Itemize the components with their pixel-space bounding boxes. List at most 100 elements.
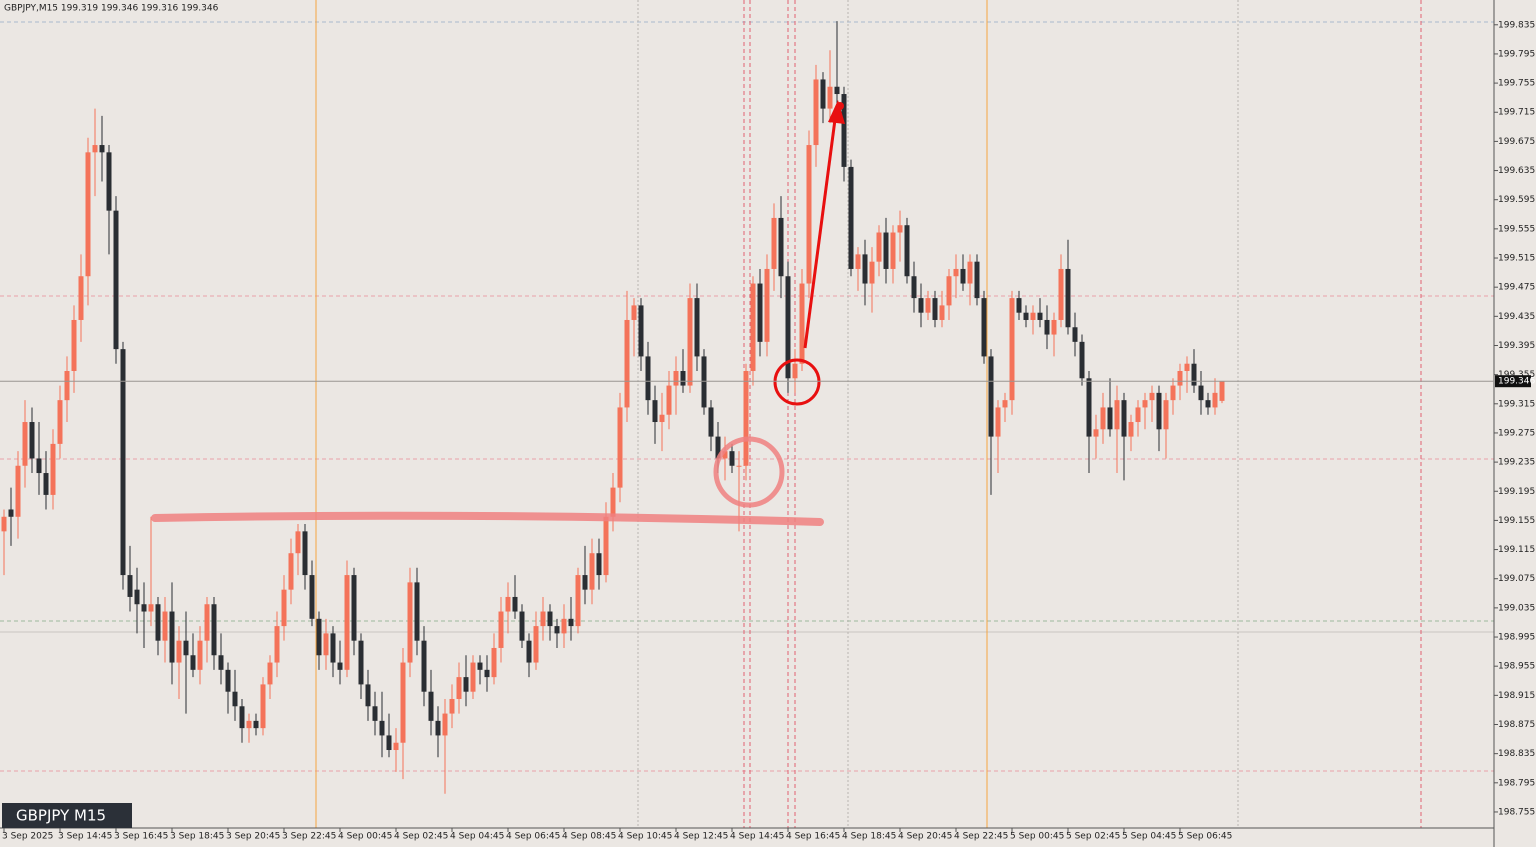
candle-body xyxy=(1170,385,1176,401)
candle-body xyxy=(148,604,154,612)
candle-body xyxy=(267,662,273,685)
candle-body xyxy=(316,618,322,656)
candle-body xyxy=(743,370,749,466)
candle-body xyxy=(827,86,833,109)
candle-body xyxy=(274,626,280,663)
candle-body xyxy=(323,633,329,656)
y-tick-label: 199.155 xyxy=(1498,516,1535,526)
candle-body xyxy=(904,225,910,277)
candle-body xyxy=(1135,407,1141,423)
candle-body xyxy=(1114,400,1120,430)
candle-body xyxy=(43,473,49,495)
x-tick-label: 4 Sep 16:45 xyxy=(786,832,840,842)
candle-body xyxy=(603,516,609,576)
candle-body xyxy=(190,655,196,670)
candle-body xyxy=(176,640,182,663)
y-tick-label: 199.315 xyxy=(1498,399,1535,409)
chart-title: GBPJPY,M15 199.319 199.346 199.316 199.3… xyxy=(4,4,219,14)
candle-body xyxy=(71,319,77,371)
candle-body xyxy=(673,370,679,386)
candle-body xyxy=(953,268,959,277)
y-tick-label: 199.195 xyxy=(1498,487,1535,497)
candle-body xyxy=(750,283,756,371)
candle-body xyxy=(995,407,1001,437)
x-tick-label: 5 Sep 02:45 xyxy=(1066,832,1120,842)
x-tick-label: 5 Sep 06:45 xyxy=(1178,832,1232,842)
candle-body xyxy=(358,640,364,685)
candle-body xyxy=(897,225,903,233)
candle-body xyxy=(29,422,35,459)
x-tick-label: 4 Sep 08:45 xyxy=(562,832,616,842)
candle-body xyxy=(617,407,623,488)
candle-body xyxy=(484,669,490,678)
candle-body xyxy=(1142,400,1148,408)
candle-body xyxy=(1002,400,1008,408)
x-tick-label: 3 Sep 20:45 xyxy=(226,832,280,842)
candle-body xyxy=(351,575,357,641)
candle-body xyxy=(78,276,84,320)
candle-body xyxy=(379,720,385,736)
candle-body xyxy=(554,626,560,634)
candle-body xyxy=(974,261,980,299)
symbol-label: GBPJPY M15 xyxy=(16,807,106,825)
y-tick-label: 199.595 xyxy=(1498,195,1535,205)
candle-body xyxy=(869,261,875,284)
y-tick-label: 199.715 xyxy=(1498,108,1535,118)
candle-body xyxy=(449,698,455,714)
y-tick-label: 198.955 xyxy=(1498,662,1535,672)
candle-body xyxy=(8,509,14,517)
candle-body xyxy=(134,589,140,605)
y-tick-label: 198.915 xyxy=(1498,691,1535,701)
candle-body xyxy=(1184,363,1190,371)
candle-body xyxy=(106,152,112,211)
candle-body xyxy=(225,669,231,692)
candle-body xyxy=(120,349,126,576)
candle-body xyxy=(218,655,224,670)
symbol-box xyxy=(2,803,132,828)
candle-body xyxy=(1,516,7,532)
candle-body xyxy=(708,407,714,437)
last-price-box xyxy=(1495,375,1531,388)
candle-body xyxy=(1128,422,1134,437)
candle-body xyxy=(792,363,798,379)
candle-body xyxy=(57,400,63,444)
candle-body xyxy=(785,276,791,379)
candle-body xyxy=(183,640,189,656)
candle-body xyxy=(533,626,539,663)
candle-body xyxy=(806,145,812,284)
candle-body xyxy=(386,735,392,751)
y-tick-label: 199.795 xyxy=(1498,49,1535,59)
candle-body xyxy=(1037,312,1043,320)
candle-body xyxy=(197,640,203,670)
y-tick-label: 199.515 xyxy=(1498,254,1535,264)
y-tick-label: 199.635 xyxy=(1498,166,1535,176)
candle-body xyxy=(414,582,420,641)
candle-body xyxy=(1093,429,1099,437)
candle-body xyxy=(778,217,784,277)
candle-body xyxy=(722,451,728,459)
candle-body xyxy=(1163,400,1169,430)
candle-body xyxy=(1149,392,1155,401)
candle-body xyxy=(960,268,966,284)
x-tick-label: 4 Sep 10:45 xyxy=(618,832,672,842)
candle-body xyxy=(988,356,994,437)
x-tick-label: 5 Sep 04:45 xyxy=(1122,832,1176,842)
x-tick-label: 3 Sep 16:45 xyxy=(114,832,168,842)
candle-body xyxy=(1009,298,1015,401)
candle-body xyxy=(547,611,553,627)
candle-body xyxy=(288,553,294,590)
candle-body xyxy=(232,691,238,707)
candle-body xyxy=(764,268,770,342)
candle-body xyxy=(624,319,630,408)
candle-body xyxy=(239,706,245,729)
y-tick-label: 199.355 xyxy=(1498,370,1535,380)
candle-body xyxy=(1023,312,1029,320)
candle-body xyxy=(428,691,434,721)
y-tick-label: 199.035 xyxy=(1498,603,1535,613)
candle-body xyxy=(652,400,658,423)
candle-body xyxy=(981,298,987,357)
candle-body xyxy=(736,465,742,467)
candle-body xyxy=(848,166,854,269)
